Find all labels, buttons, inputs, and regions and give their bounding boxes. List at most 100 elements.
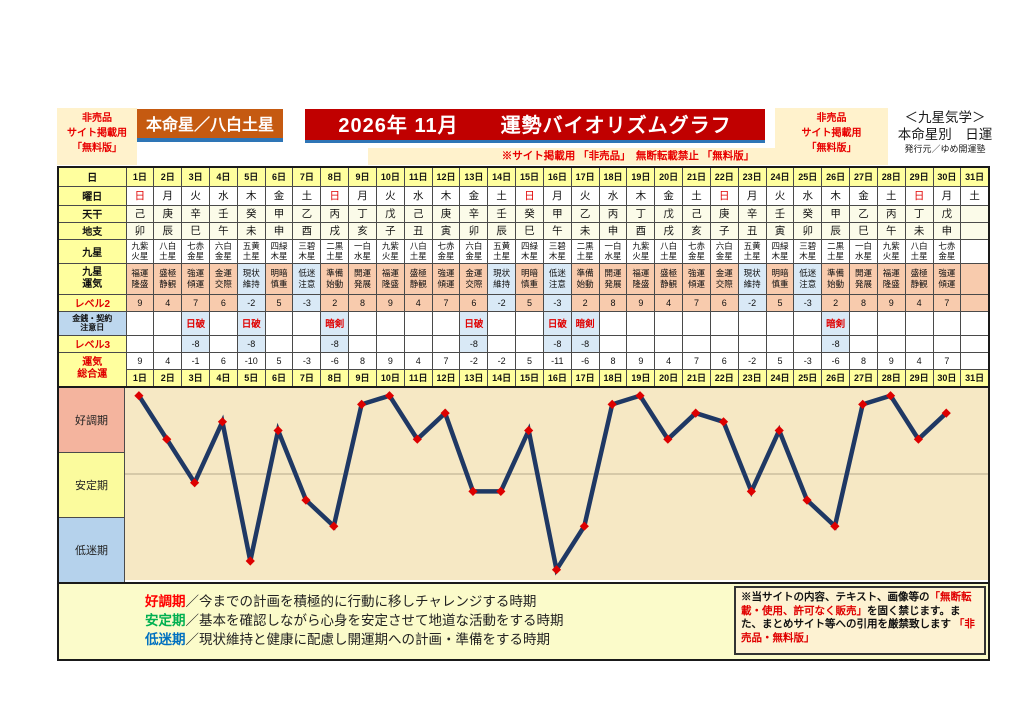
caution-cell — [264, 310, 294, 336]
edition-name: 本命星別 日運 — [897, 127, 993, 142]
day-footer-cell: 16日 — [542, 368, 572, 388]
day-header-cell: 23日 — [737, 166, 767, 187]
caution-cell — [348, 310, 377, 336]
unki-cell: 金運 交際 — [459, 262, 489, 295]
unki-cell: 現状 維持 — [487, 262, 517, 295]
total-cell: -3 — [793, 351, 823, 370]
chishi-cell: 午 — [876, 221, 906, 240]
chishi-cell: 亥 — [682, 221, 711, 240]
chishi-cell: 午 — [542, 221, 572, 240]
level3-cell — [682, 334, 711, 353]
kyusei-cell: 六白 金星 — [459, 238, 489, 264]
unki-cell: 福運 隆盛 — [375, 262, 405, 295]
level3-cell — [153, 334, 183, 353]
level3-cell: -8 — [821, 334, 851, 353]
kyusei-cell: 六白 金星 — [208, 238, 238, 264]
day-header-cell: 26日 — [821, 166, 851, 187]
total-cell — [960, 351, 990, 370]
level3-cell: -8 — [320, 334, 350, 353]
day-footer-cell: 26日 — [821, 368, 851, 388]
tenkan-cell: 辛 — [737, 204, 767, 223]
unki-cell: 福運 隆盛 — [125, 262, 155, 295]
unki-cell: 強運 傾運 — [932, 262, 962, 295]
level2-cell: 4 — [904, 293, 934, 312]
unki-cell: 準備 始動 — [570, 262, 600, 295]
level2-cell: 2 — [320, 293, 350, 312]
unki-cell: 明暗 慎重 — [264, 262, 294, 295]
row-label-day: 日 — [57, 166, 127, 187]
day-header-cell: 11日 — [403, 166, 433, 187]
day-footer-cell: 15日 — [515, 368, 544, 388]
level3-cell — [849, 334, 878, 353]
total-cell: -3 — [292, 351, 322, 370]
level2-cell: 4 — [654, 293, 684, 312]
level2-cell: 4 — [403, 293, 433, 312]
weekday-cell: 木 — [236, 185, 266, 206]
footer-strip: 好調期／今までの計画を積極的に行動に移しチャレンジする時期 安定期／基本を確認し… — [57, 584, 990, 661]
caution-cell — [208, 310, 238, 336]
weekday-cell: 土 — [682, 185, 711, 206]
weekday-cell: 金 — [264, 185, 294, 206]
day-footer-cell: 10日 — [375, 368, 405, 388]
tenkan-cell: 己 — [403, 204, 433, 223]
tenkan-cell: 辛 — [181, 204, 210, 223]
unki-cell: 低迷 注意 — [793, 262, 823, 295]
level2-cell: 7 — [932, 293, 962, 312]
weekday-cell: 日 — [515, 185, 544, 206]
day-header-cell: 3日 — [181, 166, 210, 187]
day-header-cell: 7日 — [292, 166, 322, 187]
caution-cell: 日破 — [236, 310, 266, 336]
total-cell: -1 — [181, 351, 210, 370]
biorhythm-chart: 好調期 安定期 低迷期 — [57, 388, 990, 584]
unki-cell: 準備 始動 — [320, 262, 350, 295]
notice-line: サイト掲載用 — [801, 128, 862, 139]
unki-cell: 強運 傾運 — [431, 262, 461, 295]
day-footer-cell: 11日 — [403, 368, 433, 388]
level2-cell: -3 — [542, 293, 572, 312]
chishi-cell: 辰 — [821, 221, 851, 240]
total-cell: -11 — [542, 351, 572, 370]
caution-cell — [598, 310, 628, 336]
kyusei-cell: 二黒 土星 — [320, 238, 350, 264]
level2-cell — [960, 293, 990, 312]
disclaimer-box: ※当サイトの内容、テキスト、画像等の「無断転載・使用、許可なく販売」を固く禁じま… — [734, 586, 986, 655]
chishi-cell: 巳 — [181, 221, 210, 240]
caution-cell — [292, 310, 322, 336]
tenkan-cell: 甲 — [264, 204, 294, 223]
weekday-cell: 月 — [348, 185, 377, 206]
caution-cell — [709, 310, 739, 336]
level3-cell — [487, 334, 517, 353]
zone-stable: 安定期 — [59, 453, 124, 518]
row-label-youbi: 曜日 — [57, 185, 127, 206]
sheet-header: 非売品 サイト掲載用 「無料版」 本命星／八白土星 2026年 11月 運勢バイ… — [57, 106, 992, 166]
chishi-cell — [960, 221, 990, 240]
weekday-cell: 日 — [904, 185, 934, 206]
level3-cell — [932, 334, 962, 353]
level2-cell: 9 — [876, 293, 906, 312]
unki-cell: 金運 交際 — [208, 262, 238, 295]
chishi-cell: 午 — [208, 221, 238, 240]
tenkan-cell: 甲 — [542, 204, 572, 223]
unki-cell: 開運 発展 — [598, 262, 628, 295]
level2-cell: 2 — [821, 293, 851, 312]
day-header-cell: 22日 — [709, 166, 739, 187]
caution-cell — [876, 310, 906, 336]
caution-cell — [125, 310, 155, 336]
day-footer-cell: 25日 — [793, 368, 823, 388]
kyusei-cell: 三碧 木星 — [793, 238, 823, 264]
kyusei-cell: 一白 水星 — [849, 238, 878, 264]
caution-cell — [654, 310, 684, 336]
honmeisei-banner: 本命星／八白土星 — [137, 109, 283, 142]
caution-cell — [626, 310, 656, 336]
day-header-cell: 20日 — [654, 166, 684, 187]
row-label-caution: 金銭・契約 注意日 — [57, 310, 127, 336]
caution-cell: 暗剣 — [570, 310, 600, 336]
day-footer-cell: 9日 — [348, 368, 377, 388]
level3-cell: -8 — [236, 334, 266, 353]
total-cell: 7 — [431, 351, 461, 370]
caution-cell: 日破 — [181, 310, 210, 336]
level2-cell: 6 — [208, 293, 238, 312]
tenkan-cell: 癸 — [236, 204, 266, 223]
level3-cell — [375, 334, 405, 353]
level3-cell — [960, 334, 990, 353]
